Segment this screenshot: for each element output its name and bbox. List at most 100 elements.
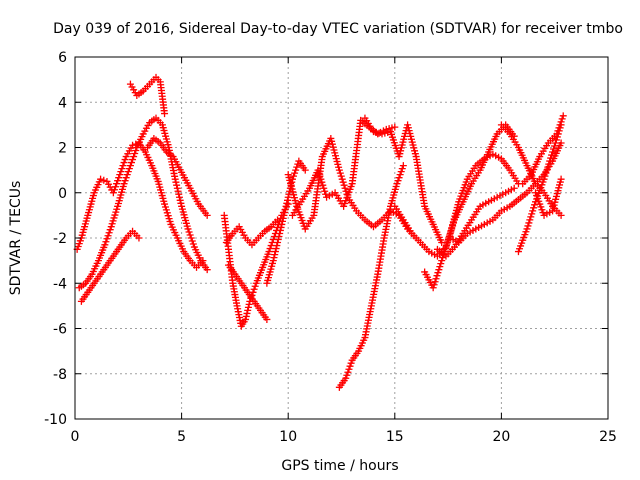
data-point-marker <box>187 234 195 242</box>
data-point-marker <box>443 239 451 247</box>
data-point-marker <box>275 232 283 240</box>
data-point-marker <box>121 177 129 185</box>
y-tick-label: 2 <box>58 141 67 157</box>
data-point-marker <box>282 202 290 210</box>
data-point-marker <box>544 163 552 171</box>
data-point-marker <box>184 225 192 233</box>
data-point-marker <box>189 240 197 248</box>
data-point-marker <box>274 236 282 244</box>
data-point-marker <box>344 368 352 376</box>
data-point-marker <box>266 245 274 253</box>
data-point-marker <box>113 180 121 188</box>
data-point-marker <box>551 139 559 147</box>
data-point-marker <box>546 157 554 165</box>
data-point-marker <box>531 201 539 209</box>
data-point-marker <box>278 220 286 228</box>
data-point-marker <box>109 189 117 197</box>
data-point-marker <box>527 213 535 221</box>
data-point-marker <box>174 187 182 195</box>
x-tick-label: 20 <box>492 429 510 445</box>
x-tick-label: 5 <box>177 429 186 445</box>
data-point-marker <box>279 214 287 222</box>
data-point-marker <box>177 199 185 207</box>
data-point-marker <box>132 147 140 155</box>
data-point-marker <box>543 166 551 174</box>
data-point-marker <box>540 175 548 183</box>
data-point-marker <box>322 190 330 198</box>
data-point-marker <box>251 282 259 290</box>
data-point-marker <box>244 303 252 311</box>
y-tick-label: 6 <box>58 50 67 66</box>
data-point-marker <box>393 180 401 188</box>
data-point-marker <box>123 171 131 179</box>
data-point-marker <box>171 175 179 183</box>
y-tick-label: -10 <box>44 412 67 428</box>
data-point-marker <box>250 285 258 293</box>
data-point-marker <box>272 245 280 253</box>
data-point-marker <box>102 238 110 246</box>
data-point-marker <box>437 260 445 268</box>
x-axis-label: GPS time / hours <box>281 458 398 474</box>
grid-layer <box>75 57 608 419</box>
data-point-marker <box>186 231 194 239</box>
data-point-marker <box>347 359 355 367</box>
data-point-marker <box>321 187 329 195</box>
data-point-marker <box>549 148 557 156</box>
data-point-marker <box>100 176 108 184</box>
data-point-marker <box>345 365 353 373</box>
data-point-marker <box>188 237 196 245</box>
data-point-marker <box>336 169 344 177</box>
data-point-marker <box>335 166 343 174</box>
data-point-marker <box>172 178 180 186</box>
chart-title: Day 039 of 2016, Sidereal Day-to-day VTE… <box>53 21 623 37</box>
data-point-marker <box>126 162 134 170</box>
data-point-marker <box>434 269 442 277</box>
data-point-marker <box>281 205 289 213</box>
data-point-marker <box>317 175 325 183</box>
data-point-marker <box>203 211 211 219</box>
data-point-marker <box>524 222 532 230</box>
data-point-marker <box>391 123 399 131</box>
data-point-marker <box>346 362 354 370</box>
data-point-marker <box>398 165 406 173</box>
data-point-marker <box>276 229 284 237</box>
data-point-marker <box>119 162 127 170</box>
data-point-marker <box>338 175 346 183</box>
data-point-marker <box>175 193 183 201</box>
y-tick-label: 4 <box>58 95 67 111</box>
data-point-marker <box>161 110 169 118</box>
data-point-marker <box>242 312 250 320</box>
data-point-marker <box>553 130 561 138</box>
data-point-marker <box>552 136 560 144</box>
data-point-marker <box>131 150 139 158</box>
data-point-marker <box>301 166 309 174</box>
data-point-marker <box>274 216 282 224</box>
y-tick-label: 0 <box>58 186 67 202</box>
data-point-marker <box>441 245 449 253</box>
data-point-marker <box>550 142 558 150</box>
data-point-marker <box>525 219 533 227</box>
data-point-marker <box>114 177 122 185</box>
data-point-marker <box>399 162 407 170</box>
data-point-marker <box>120 159 128 167</box>
data-point-marker <box>271 248 279 256</box>
data-point-marker <box>433 272 441 280</box>
y-axis-label: SDTVAR / TECUs <box>8 181 24 296</box>
data-point-marker <box>429 284 437 292</box>
data-point-marker <box>542 169 550 177</box>
data-point-marker <box>101 241 109 249</box>
data-point-marker <box>173 181 181 189</box>
data-point-marker <box>97 175 105 183</box>
data-point-marker <box>273 242 281 250</box>
data-point-marker <box>277 223 285 231</box>
y-tick-label: -8 <box>53 367 67 383</box>
data-point-marker <box>529 207 537 215</box>
data-point-marker <box>528 210 536 218</box>
points-layer <box>73 73 567 391</box>
data-point-marker <box>106 226 114 234</box>
data-point-marker <box>117 168 125 176</box>
ticks-layer: 0 5 10 15 20 25 -10 -8 -6 -4 -2 0 2 4 6 <box>44 50 617 445</box>
data-point-marker <box>203 266 211 274</box>
data-point-marker <box>314 166 322 174</box>
